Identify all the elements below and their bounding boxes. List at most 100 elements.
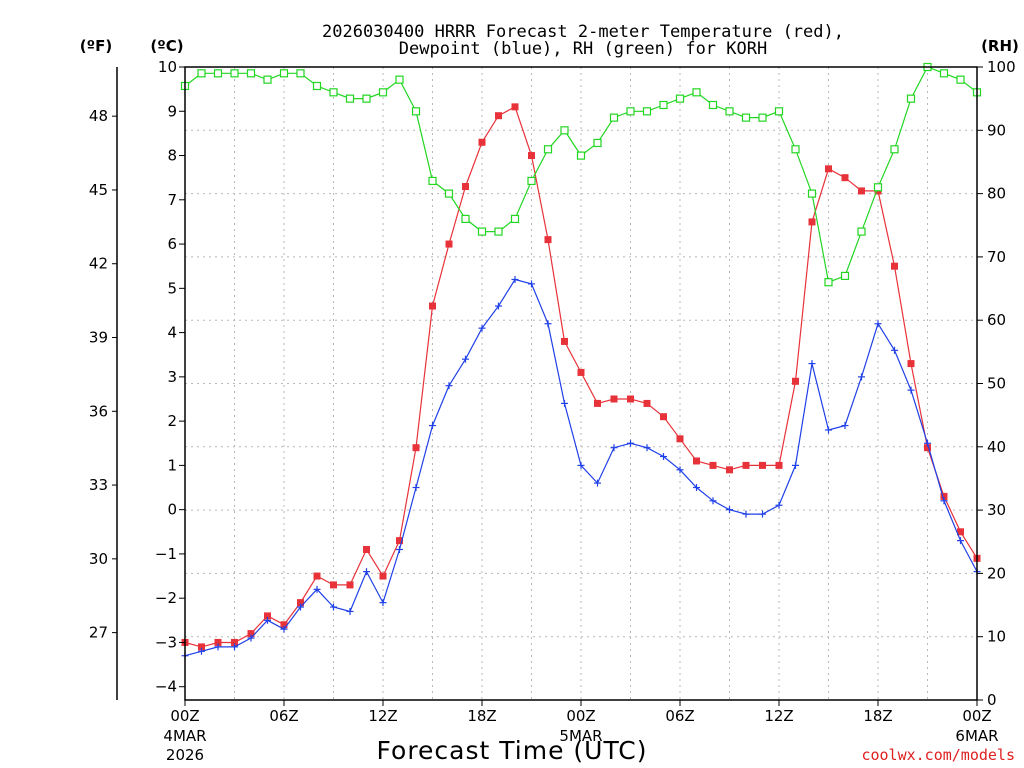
- rh-point: [807, 189, 817, 198]
- dewpoint-point: [313, 585, 321, 593]
- dewpoint-point: [775, 501, 783, 509]
- celsius-tick-label: 4: [167, 324, 177, 342]
- dewpoint-point: [825, 426, 832, 434]
- temperature-point: [528, 152, 535, 160]
- temperature-point: [511, 103, 519, 111]
- temperature-point: [858, 187, 865, 195]
- temperature-point: [693, 457, 700, 465]
- x-date-label: 4MAR: [163, 727, 206, 745]
- rh-point: [213, 69, 223, 78]
- rh-point: [395, 75, 404, 84]
- rh-tick-label: 10: [987, 628, 1006, 646]
- rh-point: [378, 88, 388, 97]
- dewpoint-point: [742, 510, 750, 518]
- dewpoint-point: [264, 616, 271, 624]
- dewpoint-point: [462, 355, 469, 363]
- temperature-point: [330, 581, 337, 589]
- chart-title-line-2: Dewpoint (blue), RH (green) for KORH: [399, 39, 767, 59]
- x-tick-label: 18Z: [467, 707, 496, 725]
- dewpoint-point: [198, 647, 205, 655]
- rh-point: [659, 100, 668, 110]
- temperature-point: [495, 112, 502, 120]
- rh-point: [890, 145, 899, 154]
- rh-point: [527, 176, 536, 186]
- x-axis-title: Forecast Time (UTC): [377, 736, 648, 765]
- dewpoint-point: [891, 346, 898, 354]
- temperature-point: [792, 377, 799, 385]
- temperature-point: [775, 461, 783, 469]
- x-tick-label: 12Z: [368, 707, 397, 725]
- temperature-point: [297, 599, 304, 607]
- dewpoint-point: [445, 382, 453, 390]
- celsius-tick-label: −2: [155, 589, 177, 607]
- rh-point: [296, 69, 305, 78]
- temperature-point: [742, 461, 750, 469]
- celsius-tick-label: 8: [167, 147, 177, 165]
- fahrenheit-unit-label: (ºF): [80, 37, 112, 55]
- fahrenheit-tick-label: 42: [89, 255, 108, 273]
- rh-point: [461, 214, 470, 224]
- temperature-point: [660, 413, 667, 421]
- dewpoint-point: [874, 320, 882, 328]
- rh-point: [840, 271, 850, 280]
- x-tick-label: 00Z: [962, 707, 991, 725]
- rh-point: [444, 189, 454, 198]
- dewpoint-point: [940, 497, 948, 505]
- rh-point: [494, 227, 503, 236]
- rh-point: [345, 94, 355, 103]
- rh-point: [642, 107, 652, 116]
- fahrenheit-tick-label: 30: [89, 550, 108, 568]
- celsius-tick-label: 3: [167, 368, 177, 386]
- temperature-point: [313, 572, 321, 580]
- dewpoint-point: [561, 399, 568, 407]
- dewpoint-point: [643, 444, 651, 452]
- rh-point: [675, 94, 685, 103]
- dewpoint-point: [610, 444, 618, 452]
- rh-point: [279, 69, 289, 78]
- rh-tick-label: 30: [987, 501, 1006, 519]
- series-layer: [180, 62, 982, 660]
- celsius-tick-label: 9: [167, 102, 177, 120]
- temperature-point: [379, 572, 387, 580]
- x-tick-label: 18Z: [863, 707, 892, 725]
- celsius-unit-label: (ºC): [150, 37, 183, 55]
- rh-point: [725, 107, 734, 116]
- dewpoint-point: [280, 625, 288, 633]
- dewpoint-point: [858, 373, 865, 381]
- rh-point: [510, 214, 520, 224]
- celsius-tick-label: 5: [167, 279, 177, 297]
- temperature-point: [247, 630, 255, 638]
- dewpoint-point: [214, 643, 222, 651]
- temperature-point: [214, 638, 222, 646]
- temperature-point: [445, 240, 453, 248]
- temperature-point: [561, 337, 568, 345]
- temperature-point: [907, 360, 915, 368]
- x-tick-label: 06Z: [665, 707, 694, 725]
- dewpoint-point: [412, 484, 420, 492]
- dewpoint-point: [363, 568, 370, 576]
- rh-point: [312, 81, 322, 91]
- dewpoint-point: [594, 479, 601, 487]
- rh-unit-label: (RH): [981, 37, 1019, 55]
- rh-point: [576, 151, 586, 160]
- rh-tick-label: 80: [987, 185, 1006, 203]
- x-tick-label: 00Z: [566, 707, 595, 725]
- celsius-tick-label: −4: [155, 678, 177, 696]
- celsius-tick-label: 0: [167, 501, 177, 519]
- dewpoint-point: [297, 603, 304, 611]
- rh-point: [543, 145, 553, 154]
- rh-point: [246, 69, 256, 78]
- temperature-point: [924, 444, 931, 452]
- temperature-point: [346, 581, 354, 589]
- temperature-point: [643, 399, 651, 407]
- temperature-point: [429, 302, 436, 310]
- fahrenheit-tick-label: 36: [89, 402, 108, 420]
- credit-text: coolwx.com/models: [861, 746, 1015, 764]
- rh-point: [873, 183, 883, 192]
- x-year-label: 2026: [166, 746, 204, 764]
- rh-point: [560, 126, 569, 135]
- rh-point: [626, 107, 635, 116]
- temperature-point: [280, 621, 288, 629]
- celsius-tick-label: 6: [167, 235, 177, 253]
- temperature-point: [841, 174, 849, 182]
